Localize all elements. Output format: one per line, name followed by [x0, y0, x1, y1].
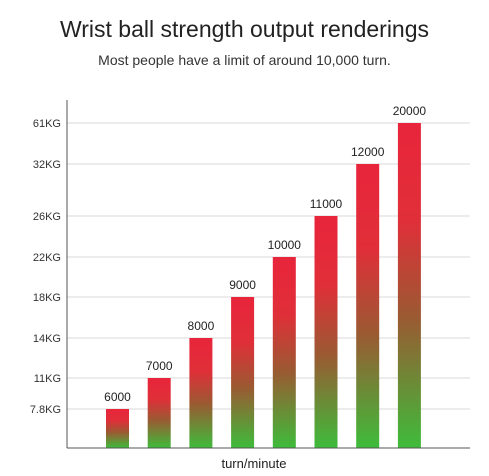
bar-data-label: 20000 [393, 104, 427, 118]
bar [106, 409, 129, 448]
y-tick-label: 32KG [33, 159, 61, 171]
bar-data-label: 7000 [146, 359, 173, 373]
bar-data-label: 6000 [104, 390, 131, 404]
bar [397, 123, 421, 448]
y-tick-label: 14KG [33, 333, 61, 345]
bar-labels: 6000 7000 8000 9000 10000 11000 12000 20000 [104, 104, 426, 404]
bar-data-label: 8000 [188, 319, 215, 333]
bar [147, 378, 171, 448]
bar-data-label: 12000 [351, 145, 385, 159]
chart-title: Wrist ball strength output renderings [59, 16, 430, 42]
y-tick-label: 11KG [34, 373, 61, 385]
y-tick-label: 18KG [33, 292, 61, 304]
x-axis-label: turn/minute [221, 456, 286, 471]
y-axis-ticks: 7.8KG 11KG 14KG 18KG 22KG 26KG 32KG 61KG [30, 118, 61, 416]
y-tick-label: 26KG [33, 211, 61, 223]
bar [189, 338, 213, 448]
bar-data-label: 11000 [310, 197, 343, 211]
bar [231, 297, 255, 448]
chart-subtitle: Most people have a limit of around 10,00… [98, 52, 391, 68]
y-tick-label: 61KG [33, 118, 61, 130]
bars [106, 123, 421, 448]
bar-data-label: 10000 [268, 238, 302, 252]
bar [272, 257, 296, 448]
y-tick-label: 22KG [33, 252, 61, 264]
bar [356, 164, 380, 448]
bar-data-label: 9000 [229, 278, 256, 292]
bar [314, 216, 338, 448]
y-tick-label: 7.8KG [30, 404, 61, 416]
